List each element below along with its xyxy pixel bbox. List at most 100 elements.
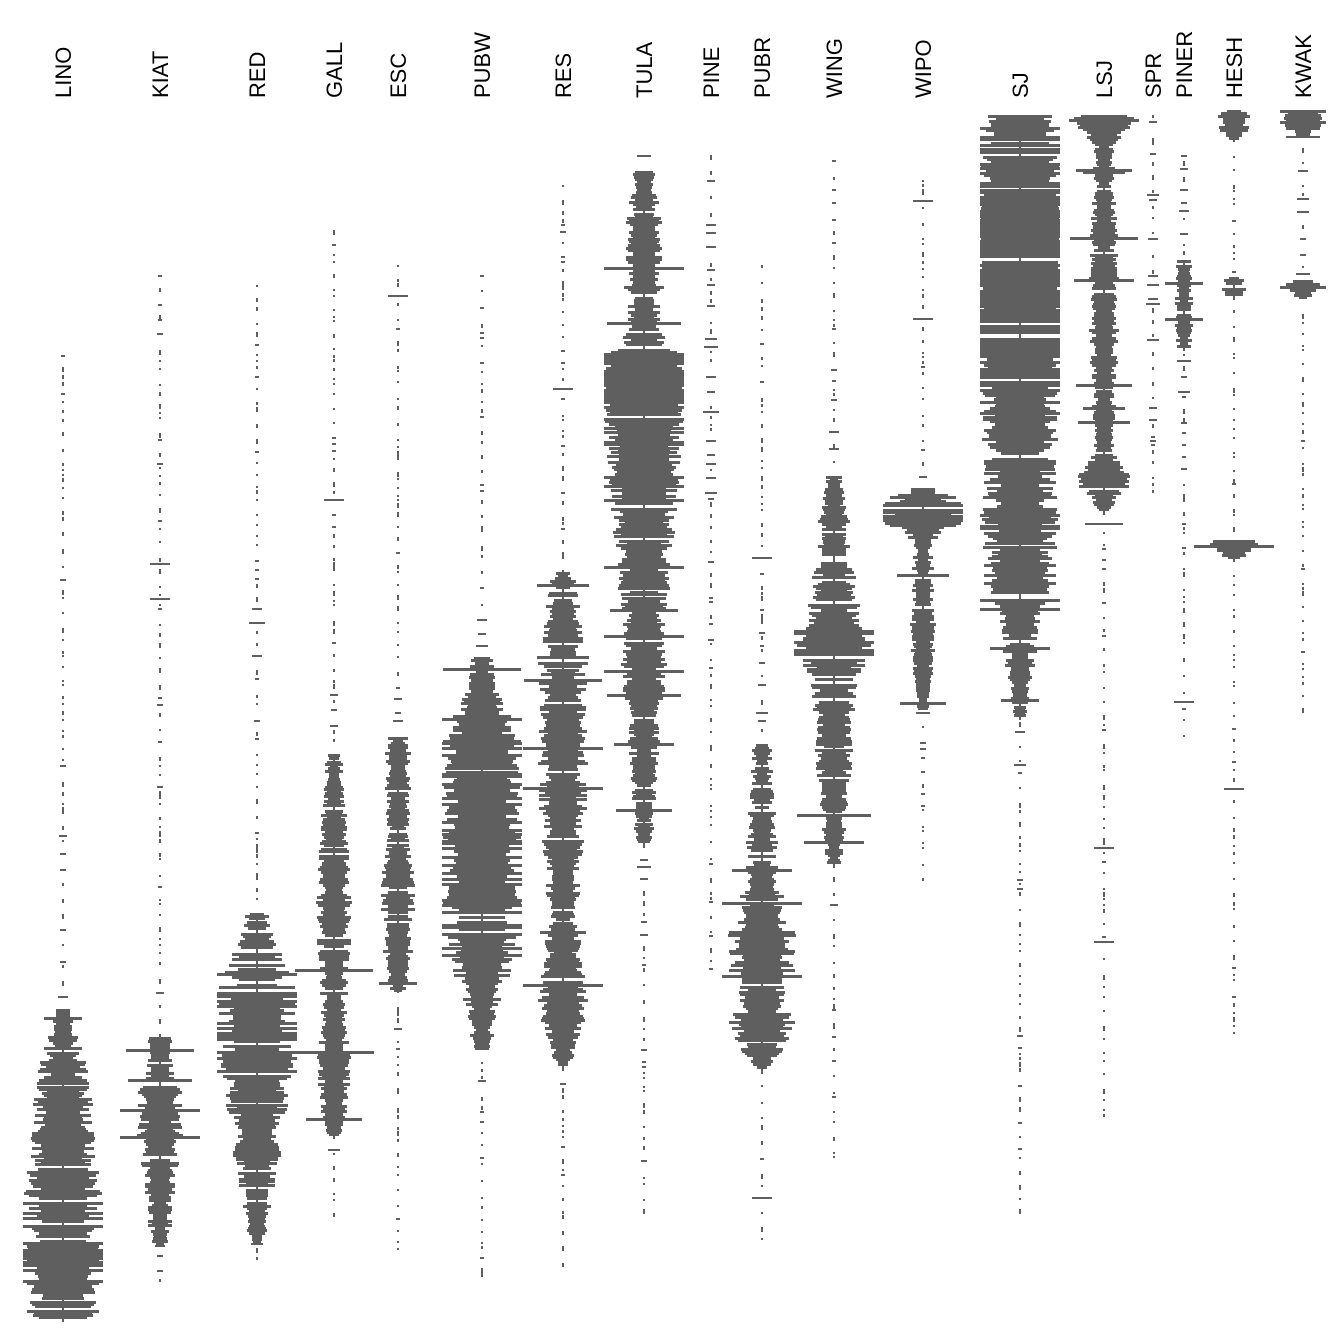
bar-lsj-198 [1103, 852, 1105, 854]
bar-esc-131 [388, 955, 408, 958]
bar-piner-41 [1178, 334, 1190, 337]
bar-sj-100 [980, 361, 1060, 364]
bar-wing-193 [833, 1004, 835, 1009]
bar-hesh-49 [1233, 494, 1235, 498]
bar-pubw-184 [474, 1045, 490, 1048]
bar-esc-16 [397, 446, 399, 448]
bar-gall-17 [333, 393, 335, 395]
bar-wipo-101 [913, 656, 933, 659]
bar-res-52 [553, 602, 573, 605]
bar-kwak-42 [1301, 440, 1305, 442]
bar-wing-58 [822, 547, 846, 550]
bar-sj-134 [988, 443, 1052, 446]
bar-pubw-35 [470, 665, 494, 668]
bar-sj-277 [1019, 1057, 1021, 1060]
bar-pubr-182 [752, 1197, 772, 1199]
bar-pubr-100 [750, 888, 774, 891]
bar-esc-110 [382, 902, 414, 905]
bar-tula-135 [604, 499, 684, 502]
bar-gall-63 [327, 781, 341, 784]
bar-sj-109 [980, 384, 1060, 387]
bar-wing-20 [833, 393, 835, 396]
bar-esc-64 [397, 789, 399, 792]
bar-tula-46 [633, 281, 655, 284]
bar-hesh-72 [1233, 681, 1235, 683]
bar-gall-44 [333, 680, 335, 683]
bar-lino-95 [47, 1096, 79, 1099]
bar-red-75 [239, 956, 275, 959]
bar-pubw-20 [481, 500, 483, 504]
bar-wing-158 [820, 803, 848, 806]
bar-res-72 [550, 653, 576, 656]
bar-gall-158 [326, 1016, 342, 1019]
bar-gall-25 [333, 482, 335, 487]
bar-sj-82 [980, 318, 1060, 321]
bar-gall-60 [329, 773, 339, 776]
bar-red-131 [231, 1100, 283, 1103]
bar-lino-156 [28, 1247, 98, 1250]
bar-wipo-73 [916, 586, 930, 589]
bar-pubr-139 [740, 986, 784, 989]
bar-wipo-50 [907, 529, 939, 532]
bar-tula-119 [608, 461, 680, 464]
bar-pubw-183 [475, 1042, 489, 1045]
bar-lsj-19 [1096, 161, 1112, 164]
bar-red-130 [230, 1097, 284, 1100]
bar-sj-192 [991, 591, 1049, 594]
bar-res-240 [562, 1095, 564, 1099]
bar-gall-84 [325, 831, 343, 834]
bar-lsj-7 [1087, 131, 1121, 134]
bar-red-77 [256, 961, 258, 964]
bar-esc-30 [397, 571, 399, 573]
bar-pubw-43 [469, 687, 495, 690]
bar-res-37 [562, 552, 564, 557]
bar-wipo-12 [922, 276, 924, 278]
bar-kwak-67 [1302, 676, 1304, 678]
bar-tula-250 [637, 784, 651, 787]
bar-gall-99 [322, 864, 346, 867]
bar-wing-87 [814, 621, 854, 624]
bar-lsj-99 [1095, 351, 1113, 354]
bar-spr-30 [1152, 424, 1154, 428]
bar-res-241 [562, 1110, 564, 1113]
bar-lino-92 [47, 1090, 79, 1093]
bar-esc-83 [391, 837, 405, 840]
bar-tula-244 [632, 770, 656, 773]
bar-hesh-98 [1233, 974, 1235, 976]
bar-lsj-48 [1093, 224, 1115, 227]
bar-red-163 [239, 1180, 275, 1183]
bar-sj-101 [984, 364, 1056, 367]
bar-gall-183 [325, 1079, 343, 1082]
bar-lsj-129 [1095, 424, 1113, 427]
bar-pubw-170 [474, 1008, 490, 1011]
bar-gall-188 [324, 1090, 344, 1093]
bar-lino-86 [44, 1076, 82, 1079]
bar-res-188 [546, 945, 580, 948]
bar-gall-144 [322, 979, 346, 982]
bar-pubw-19 [480, 490, 484, 492]
bar-sj-125 [990, 420, 1050, 423]
bar-sj-241 [1014, 714, 1026, 717]
bar-red-78 [229, 964, 285, 967]
bar-lsj-69 [1091, 274, 1117, 277]
bar-pubr-155 [732, 1027, 792, 1030]
bar-res-49 [548, 594, 578, 597]
bar-gall-207 [333, 1153, 335, 1155]
bar-sj-170 [993, 537, 1047, 540]
bar-pubw-203 [481, 1242, 483, 1244]
bar-lino-176 [62, 1299, 64, 1302]
bar-kiat-24 [159, 528, 161, 530]
bar-gall-13 [333, 359, 335, 362]
bar-pubw-96 [442, 821, 522, 824]
bar-res-34 [562, 522, 564, 525]
bar-wing-95 [794, 641, 874, 644]
bar-red-69 [240, 940, 274, 943]
column-label-pine: PINE [699, 47, 724, 98]
bar-gall-209 [333, 1178, 335, 1182]
bar-piner-3 [1183, 177, 1185, 182]
bar-lino-103 [44, 1116, 82, 1119]
bar-lsj-169 [1102, 548, 1106, 550]
bar-wipo-25 [922, 398, 924, 400]
bar-sj-243 [1019, 722, 1021, 727]
bar-wing-114 [820, 689, 848, 692]
